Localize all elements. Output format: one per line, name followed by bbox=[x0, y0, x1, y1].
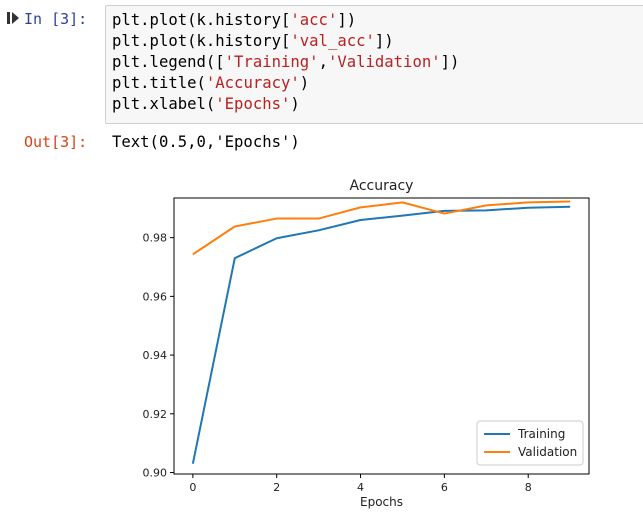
legend-box bbox=[476, 420, 584, 466]
input-prompt: In [3]: bbox=[24, 10, 88, 28]
code-line-3[interactable]: plt.legend(['Training','Validation']) bbox=[112, 53, 460, 71]
y-tick-label: 0.98 bbox=[143, 232, 168, 245]
code-line-1[interactable]: plt.plot(k.history['acc']) bbox=[112, 11, 357, 29]
run-cell-icon[interactable] bbox=[6, 11, 20, 25]
x-tick-label: 2 bbox=[273, 481, 280, 494]
x-tick-label: 6 bbox=[441, 481, 448, 494]
output-prompt: Out[3]: bbox=[24, 133, 88, 151]
accuracy-chart: Accuracy 0 2 4 6 8 0.90 0.92 0.94 0.96 0.98 Epochs T… bbox=[143, 178, 590, 509]
x-tick-label: 8 bbox=[525, 481, 532, 494]
output-text: Text(0.5,0,'Epochs') bbox=[112, 133, 300, 151]
y-tick-label: 0.94 bbox=[143, 349, 168, 362]
code-line-2[interactable]: plt.plot(k.history['val_acc']) bbox=[112, 32, 394, 50]
code-editor[interactable]: plt.plot(k.history['acc']) plt.plot(k.hi… bbox=[105, 5, 643, 124]
input-cell[interactable]: In [3]: plt.plot(k.history['acc']) plt.p… bbox=[0, 0, 643, 126]
y-tick-label: 0.96 bbox=[143, 290, 168, 303]
series-line-validation bbox=[192, 200, 571, 256]
legend-label-training: Training bbox=[517, 427, 565, 441]
x-tick-label: 4 bbox=[357, 481, 364, 494]
x-axis-label: Epochs bbox=[360, 495, 403, 509]
y-tick-label: 0.92 bbox=[143, 408, 168, 421]
code-line-4[interactable]: plt.title('Accuracy') bbox=[112, 74, 310, 92]
x-tick-label: 0 bbox=[189, 481, 196, 494]
y-tick-label: 0.90 bbox=[143, 467, 168, 480]
chart-title: Accuracy bbox=[350, 178, 414, 194]
legend-label-validation: Validation bbox=[518, 445, 577, 459]
series-line-training bbox=[191, 205, 571, 464]
plot-frame bbox=[173, 197, 590, 475]
code-line-5[interactable]: plt.xlabel('Epochs') bbox=[112, 95, 300, 113]
